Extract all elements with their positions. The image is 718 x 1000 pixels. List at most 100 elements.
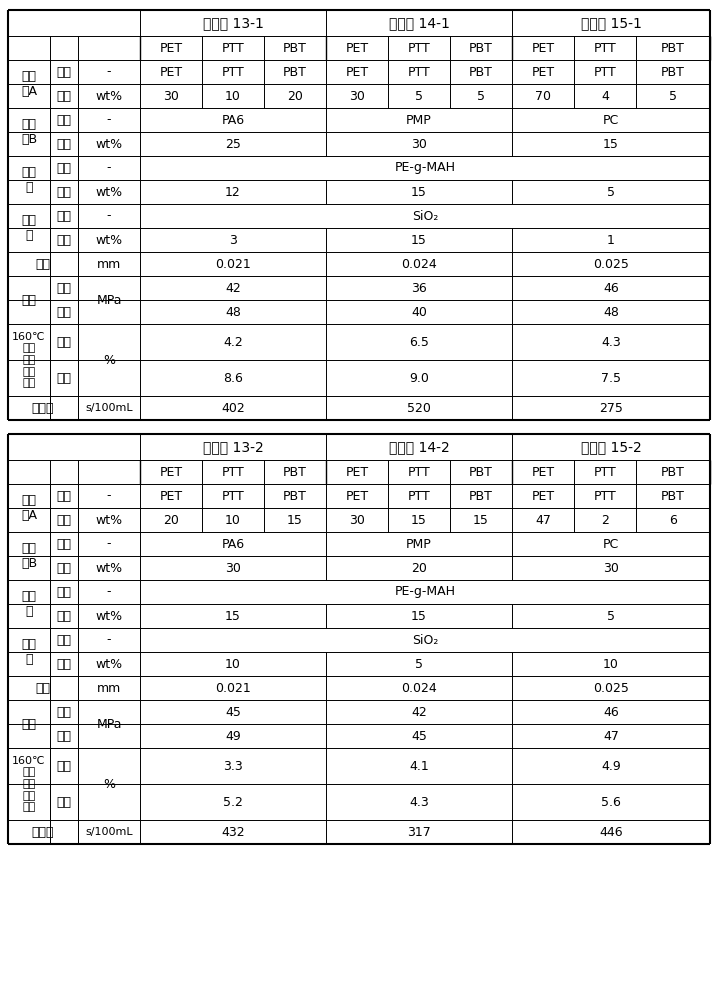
Text: PTT: PTT [222,466,244,479]
Text: 0.021: 0.021 [215,682,251,694]
Text: 成孔
剂: 成孔 剂 [22,638,37,666]
Text: 含量: 含量 [57,609,72,622]
Text: PET: PET [531,466,554,479]
Text: PA6: PA6 [221,113,245,126]
Text: 42: 42 [225,282,241,294]
Text: 4.2: 4.2 [223,336,243,349]
Text: 30: 30 [349,514,365,526]
Text: 1: 1 [607,233,615,246]
Text: mm: mm [97,682,121,694]
Text: s/100mL: s/100mL [85,403,133,413]
Text: 9.0: 9.0 [409,371,429,384]
Text: -: - [107,585,111,598]
Text: 0.025: 0.025 [593,257,629,270]
Text: 实施例 14-1: 实施例 14-1 [388,16,449,30]
Text: -: - [107,634,111,647]
Text: 4.9: 4.9 [601,760,621,772]
Text: 纵向: 纵向 [57,730,72,742]
Text: 46: 46 [603,282,619,294]
Text: 5: 5 [477,90,485,103]
Text: PTT: PTT [222,66,244,79]
Text: 10: 10 [603,658,619,670]
Text: 30: 30 [163,90,179,103]
Text: MPa: MPa [96,718,122,730]
Text: wt%: wt% [95,233,123,246]
Text: 横向: 横向 [57,336,72,349]
Text: PET: PET [531,41,554,54]
Text: PTT: PTT [594,466,616,479]
Text: 15: 15 [473,514,489,526]
Text: 48: 48 [225,306,241,318]
Text: -: - [107,489,111,502]
Text: 5: 5 [669,90,677,103]
Text: 275: 275 [599,401,623,414]
Text: 4: 4 [601,90,609,103]
Text: 膜厚: 膜厚 [35,257,50,270]
Text: PET: PET [345,66,368,79]
Text: 15: 15 [411,186,427,198]
Text: PET: PET [159,489,182,502]
Text: 纵向: 纵向 [57,796,72,808]
Text: 横向: 横向 [57,282,72,294]
Text: 成孔
剂: 成孔 剂 [22,214,37,242]
Text: 0.025: 0.025 [593,682,629,694]
Text: 5.2: 5.2 [223,796,243,808]
Text: 3.3: 3.3 [223,760,243,772]
Text: PBT: PBT [661,466,685,479]
Text: 7.5: 7.5 [601,371,621,384]
Text: PBT: PBT [283,466,307,479]
Text: PC: PC [603,113,619,126]
Text: 聚合
物A: 聚合 物A [21,494,37,522]
Text: 15: 15 [411,609,427,622]
Text: wt%: wt% [95,562,123,574]
Text: 实施例 15-1: 实施例 15-1 [581,16,641,30]
Text: 20: 20 [287,90,303,103]
Text: PBT: PBT [283,41,307,54]
Text: wt%: wt% [95,658,123,670]
Text: 10: 10 [225,658,241,670]
Text: 材料: 材料 [57,66,72,79]
Text: 5: 5 [415,90,423,103]
Text: 强度: 强度 [22,718,37,730]
Text: PTT: PTT [594,66,616,79]
Text: 实施例 13-2: 实施例 13-2 [202,440,264,454]
Text: 47: 47 [535,514,551,526]
Text: 材料: 材料 [57,489,72,502]
Text: 强度: 强度 [22,294,37,306]
Text: 47: 47 [603,730,619,742]
Text: 20: 20 [411,562,427,574]
Text: PBT: PBT [469,41,493,54]
Text: 15: 15 [225,609,241,622]
Text: PE-g-MAH: PE-g-MAH [394,585,455,598]
Text: 实施例 13-1: 实施例 13-1 [202,16,264,30]
Text: PBT: PBT [661,41,685,54]
Text: 15: 15 [603,137,619,150]
Text: mm: mm [97,257,121,270]
Text: PET: PET [345,466,368,479]
Text: 含量: 含量 [57,514,72,526]
Text: 520: 520 [407,401,431,414]
Text: 4.3: 4.3 [409,796,429,808]
Text: -: - [107,161,111,174]
Text: 160℃
条件
下的
热收
缩率: 160℃ 条件 下的 热收 缩率 [12,756,46,812]
Text: 15: 15 [411,233,427,246]
Text: PE-g-MAH: PE-g-MAH [394,161,455,174]
Text: 聚合
物B: 聚合 物B [21,542,37,570]
Text: 透气度: 透气度 [32,401,55,414]
Text: 含量: 含量 [57,137,72,150]
Text: PMP: PMP [406,538,432,550]
Text: 2: 2 [601,514,609,526]
Text: 30: 30 [349,90,365,103]
Text: 446: 446 [600,826,623,838]
Text: PET: PET [531,66,554,79]
Text: 实施例 14-2: 实施例 14-2 [388,440,449,454]
Text: PTT: PTT [594,41,616,54]
Text: PTT: PTT [594,489,616,502]
Text: 45: 45 [225,706,241,718]
Text: 12: 12 [225,186,241,198]
Text: 10: 10 [225,90,241,103]
Text: 相容
剂: 相容 剂 [22,166,37,194]
Text: 20: 20 [163,514,179,526]
Text: 含量: 含量 [57,233,72,246]
Text: 含量: 含量 [57,562,72,574]
